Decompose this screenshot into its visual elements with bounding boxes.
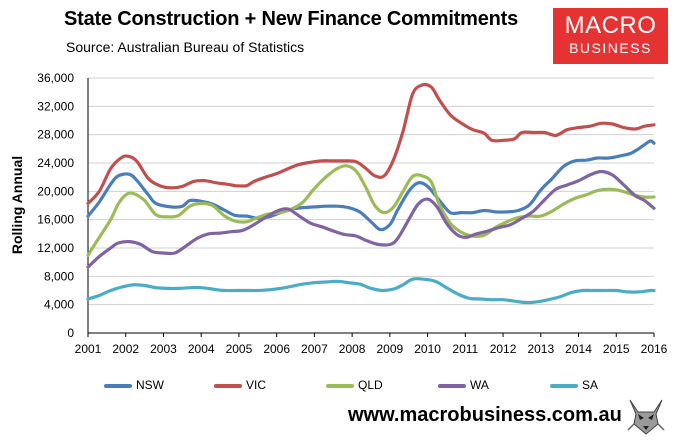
legend-item-wa: WA xyxy=(438,376,489,394)
x-tick-label: 2014 xyxy=(565,342,592,356)
page-title: State Construction + New Finance Commitm… xyxy=(64,8,519,30)
chart-series xyxy=(86,82,656,305)
chart-legend: NSW VIC QLD WA SA xyxy=(104,376,664,394)
logo-line-1: MACRO xyxy=(564,12,657,39)
legend-label: SA xyxy=(582,378,599,392)
x-tick-label: 2013 xyxy=(527,342,554,356)
x-tick-label: 2003 xyxy=(150,342,177,356)
y-tick-label: 0 xyxy=(67,326,74,340)
legend-swatch xyxy=(326,383,354,388)
y-tick-label: 4,000 xyxy=(44,298,74,312)
x-tick-label: 2002 xyxy=(112,342,139,356)
x-tick-label: 2005 xyxy=(226,342,253,356)
x-tick-label: 2012 xyxy=(490,342,517,356)
x-tick-label: 2015 xyxy=(603,342,630,356)
chart-subtitle: Source: Australian Bureau of Statistics xyxy=(66,39,305,55)
legend-label: QLD xyxy=(358,378,383,392)
legend-label: VIC xyxy=(246,378,267,392)
x-tick-label: 2010 xyxy=(414,342,441,356)
legend-swatch xyxy=(104,383,132,388)
legend-item-sa: SA xyxy=(550,376,598,394)
legend-label: NSW xyxy=(136,378,164,392)
macrobusiness-logo: MACRO BUSINESS xyxy=(553,8,668,64)
x-tick-label: 2011 xyxy=(452,342,478,356)
x-tick-label: 2016 xyxy=(641,342,668,356)
legend-item-nsw: NSW xyxy=(104,376,164,394)
y-tick-label: 8,000 xyxy=(44,269,74,283)
y-tick-label: 24,000 xyxy=(37,156,74,170)
y-tick-label: 20,000 xyxy=(37,184,74,198)
x-tick-label: 2009 xyxy=(377,342,404,356)
chart-gridlines xyxy=(88,77,654,306)
legend-swatch xyxy=(550,383,578,388)
x-tick-label: 2001 xyxy=(75,342,102,356)
y-axis-label: Rolling Annual xyxy=(9,156,25,254)
y-tick-label: 36,000 xyxy=(37,71,74,85)
series-line-wa xyxy=(86,169,656,269)
legend-label: WA xyxy=(470,378,489,392)
legend-swatch xyxy=(214,383,242,388)
series-line-qld xyxy=(86,164,656,257)
logo-line-2: BUSINESS xyxy=(569,40,652,56)
x-tick-label: 2006 xyxy=(263,342,290,356)
legend-swatch xyxy=(438,383,466,388)
y-tick-label: 32,000 xyxy=(37,99,74,113)
series-line-vic xyxy=(86,82,656,205)
wolf-mascot-icon xyxy=(622,390,670,438)
x-tick-label: 2007 xyxy=(301,342,328,356)
x-tick-label: 2004 xyxy=(188,342,215,356)
series-line-sa xyxy=(86,277,656,305)
y-tick-label: 16,000 xyxy=(37,213,74,227)
legend-item-qld: QLD xyxy=(326,376,383,394)
footer-url: www.macrobusiness.com.au xyxy=(348,404,622,426)
chart-axes: 0 4,000 8,000 12,000 16,000 20,000 24,000 28,00… xyxy=(37,71,667,356)
legend-item-vic: VIC xyxy=(214,376,266,394)
series-line-nsw xyxy=(86,139,656,232)
y-tick-label: 28,000 xyxy=(37,128,74,142)
y-tick-label: 12,000 xyxy=(37,241,74,255)
x-tick-label: 2008 xyxy=(339,342,366,356)
